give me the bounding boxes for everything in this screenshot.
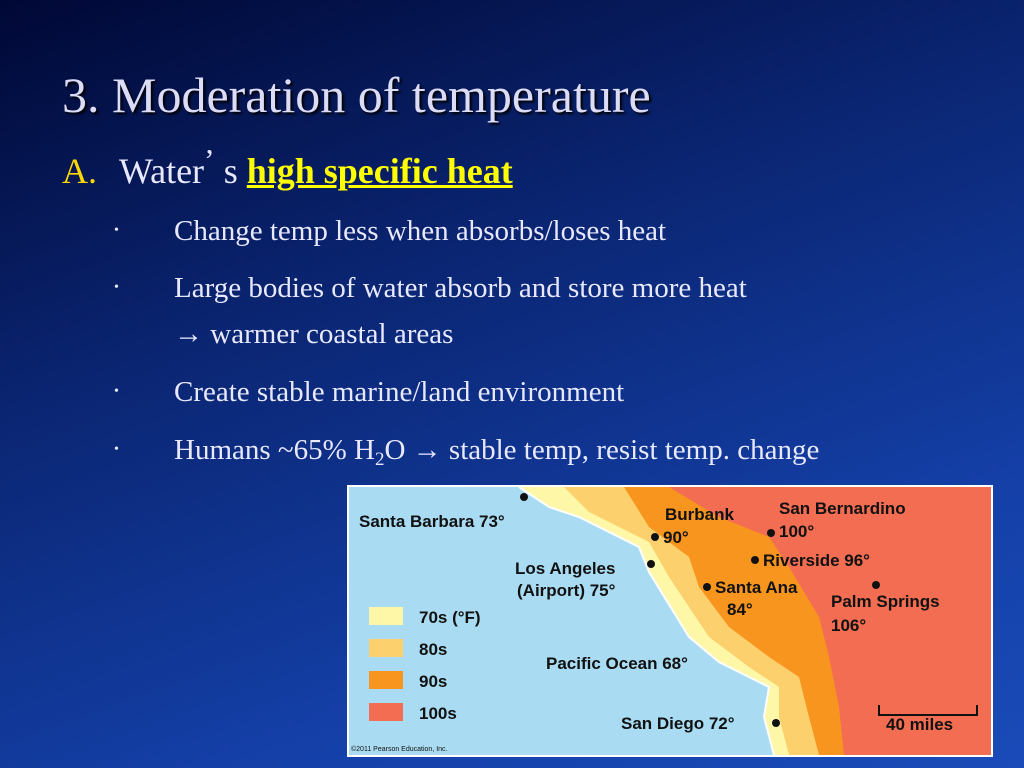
map-label: 106°: [831, 616, 866, 635]
map-label: 100°: [779, 522, 814, 541]
legend-label: 90s: [419, 672, 447, 691]
bullet: Humans ~65% H2O → stable temp, resist te…: [114, 427, 944, 483]
city-dot: [647, 560, 655, 568]
bullet-text: → warmer coastal areas: [174, 318, 454, 350]
map: Santa Barbara 73° Los Angeles (Airport) …: [347, 485, 993, 757]
credit: ©2011 Pearson Education, Inc.: [351, 745, 448, 753]
map-label: Los Angeles: [515, 559, 615, 578]
bullet-text: Change temp less when absorbs/loses heat: [174, 215, 667, 247]
map-label: (Airport) 75°: [517, 581, 616, 600]
bullet-text: Large bodies of water absorb and store m…: [174, 272, 747, 304]
bullet: Create stable marine/land environment: [114, 369, 964, 415]
bullet: Change temp less when absorbs/loses heat: [114, 208, 964, 254]
city-dot: [751, 556, 759, 564]
city-dot: [772, 719, 780, 727]
map-label: Pacific Ocean 68°: [546, 654, 688, 673]
subtitle-text: Water: [119, 151, 205, 191]
coastline: [518, 486, 775, 756]
subscript: 2: [374, 449, 385, 470]
map-label: Palm Springs: [831, 592, 940, 611]
apostrophe: ’: [204, 142, 215, 178]
bullet-text: Create stable marine/land environment: [174, 376, 625, 408]
map-label: San Bernardino: [779, 499, 906, 518]
legend-label: 70s (°F): [419, 608, 481, 627]
city-dot: [520, 493, 528, 501]
city-dot: [767, 529, 775, 537]
subtitle: A. Water’ s high specific heat: [62, 142, 513, 192]
bullet-text: → stable temp, resist temp. change: [412, 434, 820, 466]
map-label: Riverside 96°: [763, 551, 870, 570]
subtitle-marker: A.: [62, 151, 97, 191]
scale-label: 40 miles: [886, 715, 953, 734]
city-dot: [651, 533, 659, 541]
legend-label: 80s: [419, 640, 447, 659]
map-label: San Diego 72°: [621, 714, 735, 733]
bullet: Large bodies of water absorb and store m…: [114, 265, 964, 357]
map-label: Burbank: [665, 505, 735, 524]
city-dot: [703, 583, 711, 591]
legend-swatch: [369, 671, 403, 689]
map-label: Santa Ana: [715, 578, 798, 597]
city-dot: [872, 581, 880, 589]
highlight: high specific heat: [246, 151, 513, 191]
scale-bar: [878, 705, 978, 716]
subtitle-suffix: s: [223, 151, 238, 191]
band-100s: [669, 487, 991, 755]
legend-swatch: [369, 639, 403, 657]
bullet-text: O: [384, 434, 406, 466]
map-label: 84°: [727, 600, 753, 619]
map-label: 90°: [663, 528, 689, 547]
slide-title: 3. Moderation of temperature: [62, 67, 651, 123]
legend-label: 100s: [419, 704, 457, 723]
legend-swatch: [369, 703, 403, 721]
legend-swatch: [369, 607, 403, 625]
bullet-text: Humans ~65% H: [174, 434, 375, 466]
map-label: Santa Barbara 73°: [359, 512, 505, 531]
